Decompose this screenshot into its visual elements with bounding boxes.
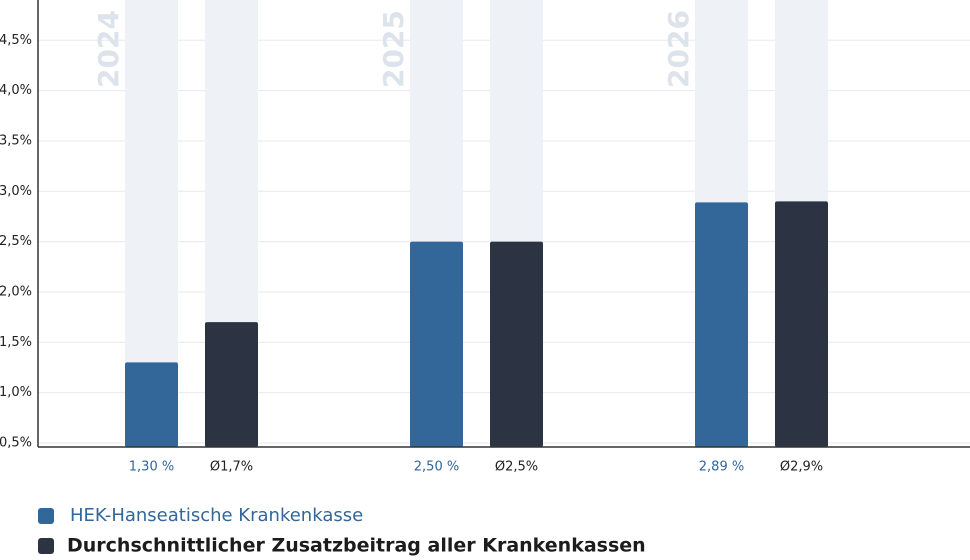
bar xyxy=(410,241,463,447)
value-label: 1,30 % xyxy=(129,460,174,475)
value-label: 2,50 % xyxy=(414,460,459,475)
legend-label: Durchschnittlicher Zusatzbeitrag aller K… xyxy=(67,535,646,557)
y-tick-label: 0,5% xyxy=(0,435,32,450)
legend-label: HEK-Hanseatische Krankenkasse xyxy=(70,505,363,526)
bar xyxy=(490,241,543,447)
value-label: Ø2,5% xyxy=(495,460,538,475)
y-tick-label: 4,0% xyxy=(0,83,32,98)
y-tick-label: 2,5% xyxy=(0,234,32,249)
value-label: 2,89 % xyxy=(699,460,744,475)
bar xyxy=(205,322,258,447)
y-tick-label: 3,5% xyxy=(0,133,32,148)
y-tick-label: 1,5% xyxy=(0,335,32,350)
y-tick-label: 2,0% xyxy=(0,284,32,299)
category-label: 2025 xyxy=(377,10,410,88)
y-tick-label: 3,0% xyxy=(0,184,32,199)
category-label: 2026 xyxy=(662,10,695,88)
value-label: Ø1,7% xyxy=(210,460,253,475)
y-tick-label: 1,0% xyxy=(0,385,32,400)
y-tick-label: 4,5% xyxy=(0,33,32,48)
value-label: Ø2,9% xyxy=(780,460,823,475)
legend-swatch xyxy=(38,508,54,524)
bar xyxy=(775,201,828,447)
bar xyxy=(125,362,178,447)
legend-swatch xyxy=(38,538,54,554)
category-label: 2024 xyxy=(92,10,125,88)
bar xyxy=(695,202,748,447)
